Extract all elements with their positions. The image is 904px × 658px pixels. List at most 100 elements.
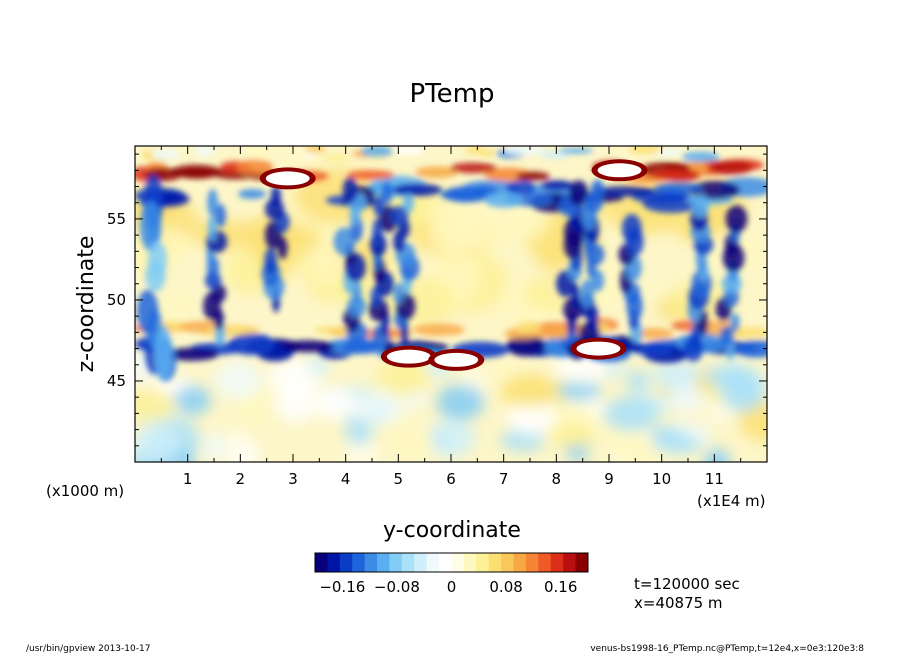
colorbar-tick-label: −0.08	[374, 578, 420, 596]
field-cell	[730, 313, 740, 332]
field-cell	[214, 360, 262, 400]
field-cell	[194, 146, 215, 157]
field-cell	[224, 429, 250, 455]
field-cell	[377, 359, 430, 396]
field-cell	[704, 448, 730, 462]
field-cell	[383, 277, 455, 329]
field-cell	[390, 205, 409, 226]
field-cell	[516, 320, 542, 335]
warm-anomaly-core	[386, 349, 431, 364]
field-cell	[707, 401, 733, 424]
field-cell	[621, 214, 642, 244]
colorbar-swatch	[439, 553, 452, 572]
field-cell	[687, 161, 708, 174]
colorbar-swatch	[451, 553, 465, 572]
field-cell	[650, 169, 702, 181]
field-cell	[203, 432, 226, 462]
field	[135, 146, 767, 462]
field-cell	[135, 426, 182, 462]
field-cell	[443, 186, 491, 203]
field-cell	[568, 180, 589, 206]
field-cell	[682, 151, 720, 163]
x-tick-label: 8	[552, 470, 562, 488]
field-cell	[547, 421, 597, 447]
axis-ticks	[135, 146, 767, 462]
field-cell	[486, 361, 519, 378]
field-cell	[176, 168, 218, 179]
field-cell	[207, 215, 217, 243]
colorbar	[314, 552, 589, 573]
field-cell	[264, 247, 278, 275]
colorbar-swatch	[327, 553, 341, 572]
colorbar-tick-label: −0.16	[319, 578, 365, 596]
field-cell	[392, 183, 443, 197]
field-cell	[436, 384, 485, 420]
field-cell	[236, 159, 274, 176]
colorbar-swatch	[538, 553, 552, 572]
x-tick-label: 11	[705, 470, 724, 488]
field-cell	[313, 386, 357, 421]
time-annotation: t=120000 sec	[634, 575, 740, 593]
x-tick-label: 4	[341, 470, 351, 488]
field-cell	[303, 146, 326, 154]
field-cell	[136, 289, 159, 335]
footer-right: venus-bs1998-16_PTemp.nc@PTemp,t=12e4,x=…	[590, 644, 864, 654]
x-tick-label: 10	[652, 470, 671, 488]
field-cell	[558, 147, 594, 154]
field-cell	[208, 325, 249, 336]
field-cell	[541, 180, 574, 191]
x-tick-label: 6	[446, 470, 456, 488]
field-cell	[633, 327, 674, 340]
field-cell	[402, 192, 414, 213]
field-cell	[282, 340, 336, 353]
field-cell	[691, 194, 710, 218]
colorbar-swatch	[488, 553, 502, 572]
colorbar-swatch	[525, 553, 539, 572]
field-cell	[139, 201, 162, 252]
field-cell	[342, 176, 358, 203]
field-cell	[341, 339, 385, 354]
colorbar-swatch	[315, 553, 328, 572]
y-axis-title: z-coordinate	[74, 236, 99, 373]
colorbar-swatch	[352, 553, 366, 572]
colorbar-swatch	[364, 553, 378, 572]
field-cell	[147, 241, 167, 279]
field-cell	[501, 374, 558, 407]
field-cell	[506, 335, 546, 357]
field-cell	[323, 153, 351, 163]
field-cell	[719, 326, 734, 346]
field-cell	[274, 381, 317, 424]
x-tick-label: 3	[288, 470, 298, 488]
field-cell	[450, 162, 497, 174]
x-tick-label: 7	[499, 470, 509, 488]
colorbar-swatch	[339, 553, 353, 572]
colorbar-swatch	[476, 553, 490, 572]
field-cell	[483, 191, 524, 208]
field-cell	[284, 148, 307, 160]
x-unit-label: (x1E4 m)	[697, 492, 766, 510]
field-cell	[270, 186, 282, 207]
field-cell	[415, 166, 459, 179]
footer-left: /usr/bin/gpview 2013-10-17	[26, 644, 150, 654]
field-cell	[174, 385, 211, 415]
y-tick-label: 45	[107, 372, 126, 390]
field-cell	[152, 290, 194, 324]
y-tick-label: 50	[107, 291, 126, 309]
x-tick-label: 1	[183, 470, 193, 488]
field-cell	[653, 182, 703, 194]
field-cell	[347, 170, 395, 180]
field-cell	[590, 179, 605, 200]
y-unit-label: (x1000 m)	[46, 482, 124, 500]
field-saturated	[259, 159, 648, 371]
x-axis-title: y-coordinate	[383, 518, 521, 543]
field-cell	[244, 147, 272, 159]
field-cell	[154, 325, 173, 382]
field-cell	[360, 146, 393, 158]
colorbar-swatch	[426, 553, 440, 572]
colorbar-swatch	[513, 553, 527, 572]
warm-anomaly-core	[434, 352, 479, 367]
field-cell	[505, 180, 536, 195]
field-cell	[516, 171, 550, 182]
colorbar-tick-label: 0.16	[544, 578, 577, 596]
